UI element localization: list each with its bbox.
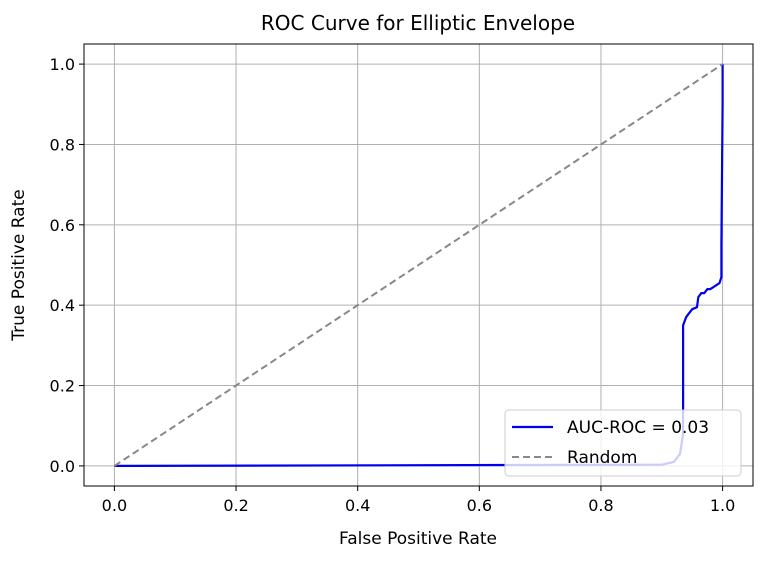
y-tick-label: 0.0	[50, 457, 75, 476]
x-tick-label: 0.6	[467, 496, 492, 515]
x-axis-label: False Positive Rate	[339, 529, 497, 549]
y-axis-ticks: 0.0 0.2 0.4 0.6 0.8 1.0	[50, 55, 84, 476]
y-tick-label: 0.6	[50, 216, 75, 235]
x-tick-label: 0.0	[102, 496, 127, 515]
y-tick-label: 1.0	[50, 55, 75, 74]
legend-label-random: Random	[567, 448, 637, 468]
random-baseline-line	[113, 63, 724, 467]
series-layer	[113, 63, 724, 467]
plot-area-frame	[83, 43, 754, 487]
legend: AUC-ROC = 0.03 Random	[504, 409, 742, 477]
chart-title: ROC Curve for Elliptic Envelope	[261, 11, 575, 35]
x-tick-label: 1.0	[710, 496, 735, 515]
x-axis-ticks: 0.0 0.2 0.4 0.6 0.8 1.0	[102, 486, 735, 515]
y-tick-label: 0.8	[50, 135, 75, 154]
legend-box	[504, 409, 742, 477]
y-tick-label: 0.2	[50, 377, 75, 396]
legend-label-auc: AUC-ROC = 0.03	[567, 418, 709, 438]
x-tick-label: 0.8	[588, 496, 613, 515]
y-tick-label: 0.4	[50, 296, 75, 315]
x-tick-label: 0.4	[345, 496, 370, 515]
x-tick-label: 0.2	[223, 496, 248, 515]
y-axis-label: True Positive Rate	[9, 189, 29, 341]
